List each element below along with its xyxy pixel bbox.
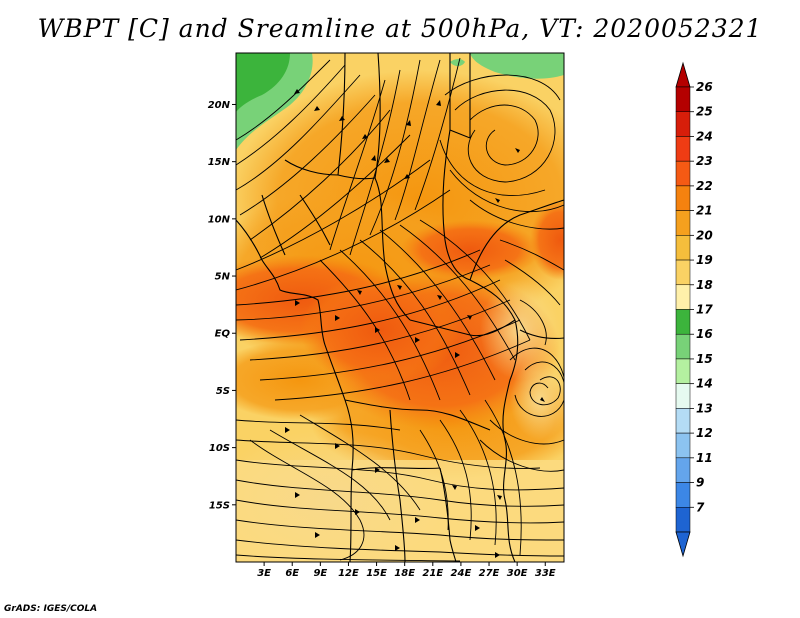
lon-label: 27E xyxy=(479,568,500,579)
colorbar-label: 25 xyxy=(696,105,713,119)
colorbar-swatch xyxy=(675,185,691,211)
colorbar-label: 12 xyxy=(696,426,713,440)
streamlines xyxy=(236,57,564,562)
lat-label: 5S xyxy=(216,386,230,397)
country-borders xyxy=(236,53,564,562)
colorbar-swatch xyxy=(675,358,691,384)
streamline-arrows xyxy=(285,89,545,558)
colorbar-label: 20 xyxy=(696,228,713,242)
colorbar-swatch xyxy=(675,309,691,335)
colorbar-swatch xyxy=(675,284,691,310)
lon-label: 9E xyxy=(313,568,327,579)
lat-label: 10S xyxy=(209,443,230,454)
colorbar-swatch xyxy=(675,408,691,434)
colorbar-swatch xyxy=(675,160,691,187)
colorbar-label: 21 xyxy=(696,204,713,218)
colorbar-swatch xyxy=(675,432,691,459)
lon-label: 33E xyxy=(535,568,556,579)
lon-label: 15E xyxy=(366,568,387,579)
colorbar-swatch xyxy=(675,457,691,483)
colorbar-swatch xyxy=(675,235,691,261)
longitude-axis: 3E 6E 9E 12E 15E 18E 21E 24E 27E 30E 33E xyxy=(257,562,556,579)
colorbar-swatch xyxy=(675,210,691,236)
colorbar-max-arrow xyxy=(675,61,691,88)
colorbar-swatch xyxy=(675,507,691,533)
lat-label: 10N xyxy=(208,214,231,225)
colorbar-label: 11 xyxy=(696,451,713,465)
map-title: WBPT [C] and Sreamline at 500hPa, VT: 20… xyxy=(37,14,763,43)
lon-label: 3E xyxy=(257,568,271,579)
colorbar-label: 18 xyxy=(696,278,713,292)
colorbar-swatch xyxy=(675,111,691,137)
colorbar-label: 15 xyxy=(696,352,713,366)
lon-label: 30E xyxy=(507,568,528,579)
colorbar-label: 13 xyxy=(696,401,713,415)
colorbar-swatch xyxy=(675,482,691,508)
lat-label: 5N xyxy=(215,272,231,283)
colorbar-label: 23 xyxy=(696,154,713,168)
colorbar-label: 19 xyxy=(696,253,713,267)
lat-label: 15N xyxy=(208,157,231,168)
lon-label: 6E xyxy=(285,568,299,579)
colorbar-label: 26 xyxy=(696,80,713,94)
colorbar-swatch xyxy=(675,86,691,112)
lat-label: 20N xyxy=(208,100,231,111)
lon-label: 12E xyxy=(338,568,359,579)
colorbar-label: 7 xyxy=(696,500,705,514)
grads-credit: GrADS: IGES/COLA xyxy=(4,604,98,614)
colorbar-label: 22 xyxy=(696,179,713,193)
colorbar-swatch xyxy=(675,383,691,409)
lat-label: 15S xyxy=(209,500,230,511)
colorbar-label: 9 xyxy=(696,476,704,490)
colorbar-label: 16 xyxy=(696,327,713,341)
colorbar-label: 24 xyxy=(696,129,713,143)
colorbar: 26 25 24 23 22 21 20 19 18 17 16 15 14 13 12 11 9 7 xyxy=(675,61,713,558)
colorbar-swatch xyxy=(675,333,691,360)
colorbar-swatch xyxy=(675,259,691,286)
wbpt-shading xyxy=(236,53,564,562)
colorbar-swatch xyxy=(675,136,691,162)
lat-label: EQ xyxy=(215,329,231,340)
map-frame xyxy=(235,52,565,563)
latitude-axis: 20N 15N 10N 5N EQ 5S 10S 15S xyxy=(208,100,236,511)
colorbar-min-arrow xyxy=(675,531,691,558)
colorbar-label: 14 xyxy=(696,377,713,391)
lon-label: 18E xyxy=(394,568,415,579)
lon-label: 24E xyxy=(451,568,472,579)
lon-label: 21E xyxy=(422,568,443,579)
colorbar-label: 17 xyxy=(696,303,713,317)
